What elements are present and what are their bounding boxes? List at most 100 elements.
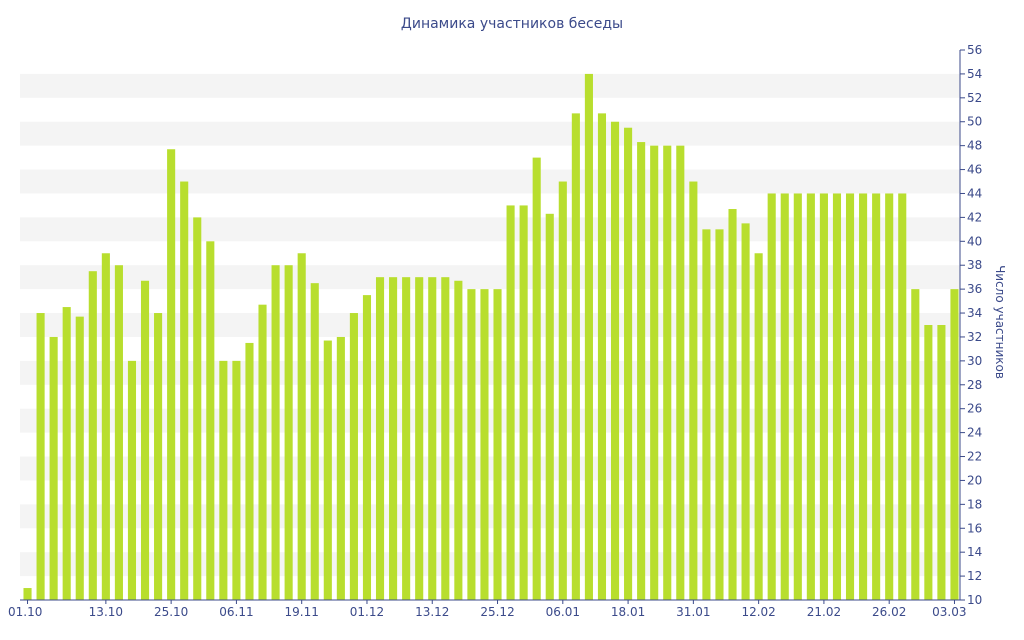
y-axis-label: Число участников xyxy=(993,265,1007,379)
bar xyxy=(219,360,228,600)
x-tick-label: 06.01 xyxy=(546,605,580,619)
bar xyxy=(597,113,607,600)
bar xyxy=(232,360,241,600)
y-tick-label: 42 xyxy=(967,210,982,224)
bar xyxy=(206,241,215,600)
x-tick-label: 21.02 xyxy=(807,605,841,619)
bar xyxy=(180,181,189,601)
x-tick-label: 25.10 xyxy=(154,605,188,619)
bar xyxy=(62,307,71,600)
bar xyxy=(375,277,385,600)
bar xyxy=(36,313,45,600)
bar xyxy=(506,205,515,600)
bar xyxy=(780,193,789,600)
y-tick-label: 48 xyxy=(967,139,982,153)
bar xyxy=(454,280,463,600)
y-tick-label: 16 xyxy=(967,521,982,535)
x-tick-label: 13.12 xyxy=(415,605,449,619)
bar xyxy=(167,149,176,600)
y-tick-label: 30 xyxy=(967,354,982,368)
y-tick-label: 50 xyxy=(967,115,982,129)
y-tick-label: 36 xyxy=(967,282,982,296)
y-tick-label: 32 xyxy=(967,330,982,344)
grid-band xyxy=(20,73,960,98)
bar xyxy=(467,289,476,600)
grid-bands xyxy=(20,73,960,577)
bar xyxy=(937,325,946,600)
bar xyxy=(532,157,541,600)
bar xyxy=(558,181,567,601)
grid-band xyxy=(20,504,960,529)
bar xyxy=(349,313,358,600)
y-tick-label: 44 xyxy=(967,186,982,200)
bar xyxy=(519,205,528,600)
bar xyxy=(441,277,450,600)
bar xyxy=(480,289,489,600)
bar xyxy=(610,121,620,600)
bar xyxy=(140,280,150,600)
bar xyxy=(571,113,580,600)
y-tick-label: 24 xyxy=(967,426,982,440)
bar xyxy=(101,253,110,600)
bar xyxy=(663,145,672,601)
bar xyxy=(88,271,97,600)
bar xyxy=(832,193,842,600)
grid-band xyxy=(20,313,960,337)
bar xyxy=(754,253,763,600)
bar xyxy=(689,181,698,601)
x-tick-label: 26.02 xyxy=(872,605,906,619)
bar xyxy=(924,325,933,600)
bar xyxy=(23,588,32,600)
bar xyxy=(741,223,750,600)
y-tick-label: 40 xyxy=(967,234,982,248)
y-tick-label: 52 xyxy=(967,91,982,105)
x-tick-label: 01.10 xyxy=(8,605,42,619)
y-tick-label: 46 xyxy=(967,163,982,177)
bar xyxy=(415,277,424,600)
y-tick-label: 34 xyxy=(967,306,982,320)
x-tick-label: 19.11 xyxy=(285,605,319,619)
bar xyxy=(728,209,737,601)
bar xyxy=(245,342,254,600)
bar xyxy=(154,313,163,600)
x-tick-label: 18.01 xyxy=(611,605,645,619)
bars xyxy=(23,73,959,601)
bar xyxy=(297,253,306,600)
x-tick-label: 13.10 xyxy=(89,605,123,619)
y-tick-label: 14 xyxy=(967,545,982,559)
bar xyxy=(428,277,437,600)
bar xyxy=(545,213,554,600)
bar xyxy=(637,142,646,600)
bar xyxy=(767,193,776,600)
y-tick-label: 54 xyxy=(967,67,982,81)
bar xyxy=(885,193,894,600)
chart-title: Динамика участников беседы xyxy=(401,16,623,32)
x-tick-label: 06.11 xyxy=(219,605,253,619)
bar xyxy=(310,283,319,600)
y-tick-label: 18 xyxy=(967,497,982,511)
x-tick-label: 31.01 xyxy=(676,605,710,619)
bar xyxy=(872,193,881,600)
grid-band xyxy=(20,552,960,577)
bar xyxy=(493,289,502,600)
bar xyxy=(49,336,58,600)
bar xyxy=(127,360,137,600)
x-axis: 01.10 13.10 25.10 06.11 19.11 01.12 13.12 25.12… xyxy=(8,599,966,619)
bar xyxy=(950,289,959,600)
bar xyxy=(284,265,293,600)
y-tick-label: 38 xyxy=(967,258,982,272)
bar xyxy=(702,229,711,600)
bar xyxy=(584,73,593,601)
bar xyxy=(650,145,659,601)
bar xyxy=(676,145,685,601)
bar xyxy=(715,229,724,600)
bar xyxy=(898,193,907,600)
y-tick-label: 26 xyxy=(967,402,982,416)
x-tick-label: 01.12 xyxy=(350,605,384,619)
bar xyxy=(389,277,398,600)
bar xyxy=(336,336,345,600)
grid-band xyxy=(20,265,960,290)
x-tick-label: 12.02 xyxy=(741,605,775,619)
bar xyxy=(258,304,267,600)
x-tick-label: 25.12 xyxy=(480,605,514,619)
